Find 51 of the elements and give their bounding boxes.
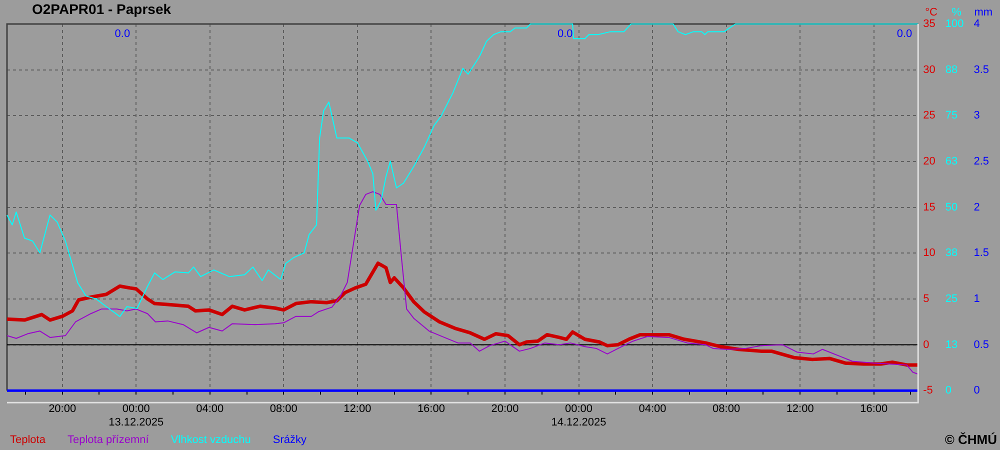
y3-tick-label: 2 [974,201,980,214]
y-tick-label: 10 [923,247,936,260]
y-tick-label: 35 [923,18,936,30]
y2-tick-label: 88 [945,64,958,76]
x-tick-label: 00:00 13.12.2025 [108,403,164,428]
x-tick-label: 12:00 [786,403,814,416]
x-tick-label: 20:00 [491,403,519,416]
y-tick-label: -5 [923,384,933,397]
x-tick-label: 16:00 [417,403,445,416]
y3-tick-label: 0.5 [974,338,990,351]
text: Teplota přízemní [67,434,149,446]
y-tick-label: 30 [923,64,936,76]
x-tick-label: 08:00 [712,403,740,416]
y3-axis-title: mm [974,6,993,19]
text: Srážky [272,434,307,446]
y-tick-label: 0 [923,338,930,351]
text: Teplota [10,434,46,446]
y2-tick-label: 100 [945,18,964,30]
y-tick-label: 5 [923,292,930,305]
y-tick-label: 15 [923,201,936,214]
y2-tick-label: 13 [945,338,958,351]
x-tick-label: 08:00 [270,403,298,416]
y3-tick-label: 1 [974,292,980,305]
y2-tick-label: 25 [945,292,958,305]
annotation: 0.0 [557,28,573,40]
y2-tick-label: 63 [945,156,958,168]
y-axis-title: °C [925,6,938,19]
y2-axis-title: % [952,6,962,19]
text: Vlhkost vzduchu [170,434,251,446]
x-tick-label: 20:00 [48,403,76,416]
x-tick-label: 00:00 14.12.2025 [551,403,606,428]
y2-tick-label: 0 [945,384,952,397]
chart-title: O2PAPR01 - Paprsek [32,1,172,18]
y3-tick-label: 1.5 [974,247,990,260]
y3-tick-label: 0 [974,384,980,397]
x-tick-label: 04:00 [638,403,666,416]
y-tick-label: 20 [923,156,936,168]
x-tick-label: 16:00 [860,403,888,416]
text: © ČHMÚ [944,432,997,447]
y2-tick-label: 38 [945,247,958,260]
y3-tick-label: 3.5 [974,64,990,76]
x-tick-label: 12:00 [344,403,372,416]
y3-tick-label: 3 [974,110,980,122]
annotation: 0.0 [896,28,912,40]
annotation: 0.0 [114,28,130,40]
y3-tick-label: 4 [974,18,980,30]
y-tick-label: 25 [923,110,936,122]
y3-tick-label: 2.5 [974,156,990,168]
x-tick-label: 04:00 [196,403,224,416]
y2-tick-label: 75 [945,110,958,122]
y2-tick-label: 50 [945,201,958,214]
